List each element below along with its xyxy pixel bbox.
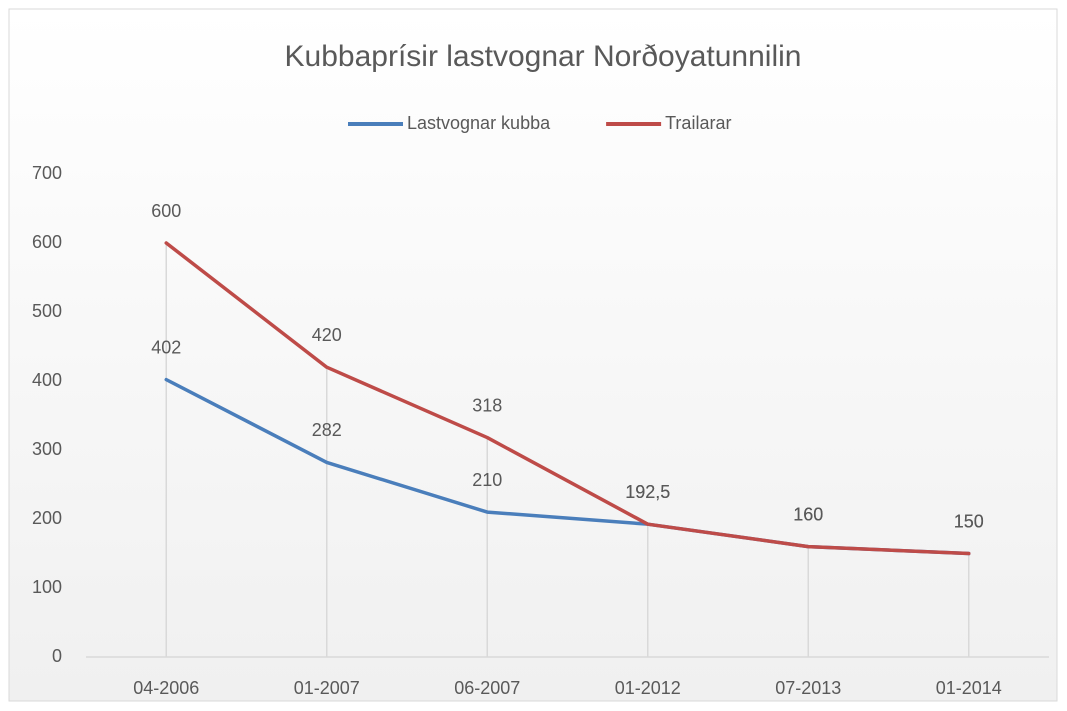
data-label: 318 — [472, 395, 502, 415]
chart-frame — [8, 8, 1058, 702]
x-tick-label: 01-2014 — [936, 678, 1002, 698]
data-label: 282 — [312, 420, 342, 440]
x-tick-label: 01-2007 — [294, 678, 360, 698]
data-label: 150 — [954, 511, 984, 531]
y-tick-label: 500 — [32, 301, 62, 321]
chart-title: Kubbaprísir lastvognar Norðoyatunnilin — [285, 40, 802, 73]
x-tick-label: 07-2013 — [775, 678, 841, 698]
data-label: 210 — [472, 470, 502, 490]
x-tick-label: 01-2012 — [615, 678, 681, 698]
data-label: 600 — [151, 201, 181, 221]
data-label: 160 — [793, 504, 823, 524]
y-tick-label: 200 — [32, 508, 62, 528]
y-tick-label: 300 — [32, 439, 62, 459]
y-tick-label: 400 — [32, 370, 62, 390]
legend-label: Trailarar — [665, 113, 731, 133]
x-tick-label: 06-2007 — [454, 678, 520, 698]
legend-label: Lastvognar kubba — [407, 113, 551, 133]
y-tick-label: 100 — [32, 577, 62, 597]
y-tick-label: 0 — [52, 646, 62, 666]
y-tick-label: 600 — [32, 232, 62, 252]
data-label: 402 — [151, 337, 181, 357]
x-tick-label: 04-2006 — [133, 678, 199, 698]
data-label: 150 — [954, 511, 984, 531]
data-label: 192,5 — [625, 482, 670, 502]
data-label: 420 — [312, 325, 342, 345]
data-label: 192,5 — [625, 482, 670, 502]
y-tick-label: 700 — [32, 163, 62, 183]
data-label: 160 — [793, 504, 823, 524]
series-line — [164, 241, 971, 556]
